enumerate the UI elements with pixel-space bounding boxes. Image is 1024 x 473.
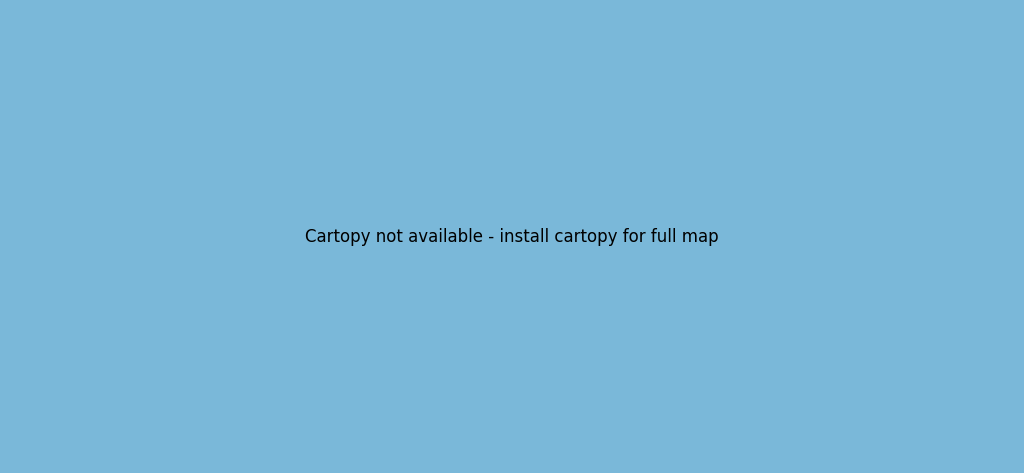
Text: Cartopy not available - install cartopy for full map: Cartopy not available - install cartopy … — [305, 228, 719, 245]
